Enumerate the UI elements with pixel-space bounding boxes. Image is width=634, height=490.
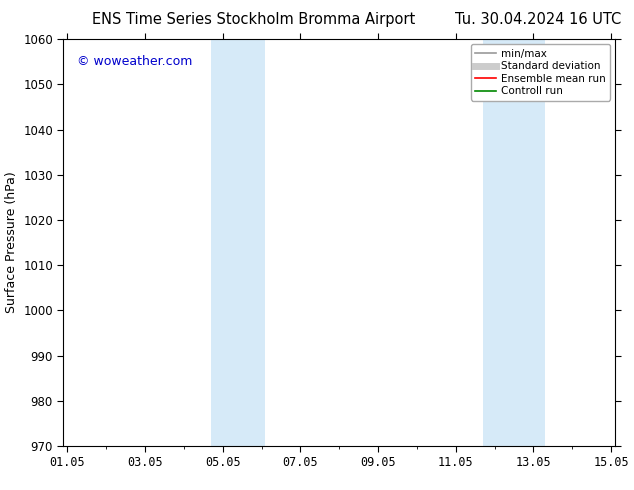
Text: © woweather.com: © woweather.com — [77, 55, 193, 69]
Bar — [211, 39, 266, 446]
Bar — [483, 39, 545, 446]
Text: ENS Time Series Stockholm Bromma Airport: ENS Time Series Stockholm Bromma Airport — [92, 12, 415, 27]
Y-axis label: Surface Pressure (hPa): Surface Pressure (hPa) — [4, 172, 18, 314]
Legend: min/max, Standard deviation, Ensemble mean run, Controll run: min/max, Standard deviation, Ensemble me… — [470, 45, 610, 100]
Text: Tu. 30.04.2024 16 UTC: Tu. 30.04.2024 16 UTC — [455, 12, 621, 27]
